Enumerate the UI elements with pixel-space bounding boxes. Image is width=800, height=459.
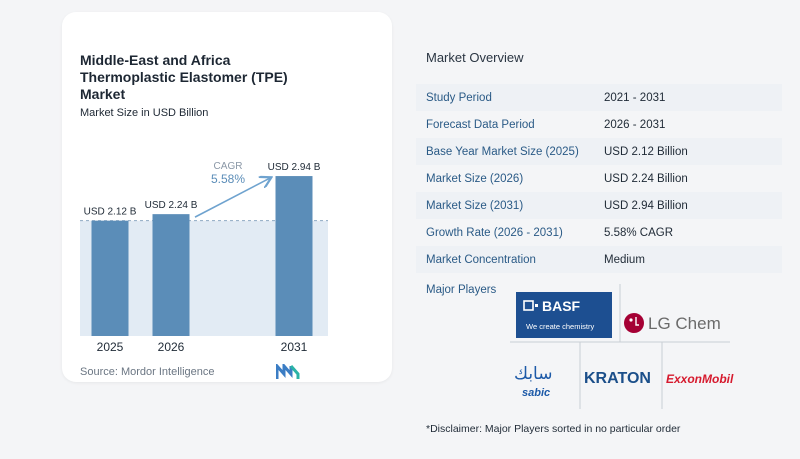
source-text: Source: Mordor Intelligence [80,366,215,378]
basf-tagline: We create chemistry [526,322,594,331]
lgchem-name: LG Chem [648,314,721,333]
chart-title: Middle-East and Africa Thermoplastic Ela… [80,52,288,102]
x-tick-2031: 2031 [281,340,308,354]
kraton-name: KRATON [584,370,651,387]
kraton-logo: KRATON [584,370,651,387]
row-value: 5.58% CAGR [604,226,674,239]
cagr-value: 5.58% [211,172,245,186]
overview-title: Market Overview [426,50,524,65]
row-value: 2021 - 2031 [604,91,666,104]
cagr-arrow [194,178,270,218]
table-row: Forecast Data Period 2026 - 2031 [416,111,782,138]
disclaimer-text: *Disclaimer: Major Players sorted in no … [426,423,681,435]
row-value: USD 2.24 Billion [604,172,688,185]
lgchem-logo: LG Chem [624,313,721,333]
data-label-2025: USD 2.12 B [84,207,137,218]
row-value: 2026 - 2031 [604,118,666,131]
table-row: Base Year Market Size (2025) USD 2.12 Bi… [416,138,782,165]
bar-2025 [91,220,129,336]
basf-name: BASF [542,298,581,314]
chart-subtitle: Market Size in USD Billion [80,107,209,119]
x-tick-2025: 2025 [97,340,124,354]
row-key: Market Size (2031) [426,199,524,212]
row-key: Base Year Market Size (2025) [426,145,579,158]
table-row: Market Size (2031) USD 2.94 Billion [416,192,782,219]
overview-table: Study Period 2021 - 2031 Forecast Data P… [416,84,782,273]
sabic-logo: سابك sabic [514,364,552,399]
exxonmobil-logo: ExxonMobil [666,372,734,386]
row-key: Study Period [426,91,492,104]
table-row: Market Concentration Medium [416,246,782,273]
cagr-label: CAGR [214,161,243,172]
row-value: USD 2.94 Billion [604,199,688,212]
row-key: Forecast Data Period [426,118,535,131]
table-row: Market Size (2026) USD 2.24 Billion [416,165,782,192]
mordor-logo-icon [276,364,300,379]
row-key: Market Concentration [426,253,536,266]
row-key: Growth Rate (2026 - 2031) [426,226,563,239]
bar-chart: USD 2.12 B 2025 USD 2.24 B 2026 USD 2.94 B 20… [80,161,328,354]
data-label-2026: USD 2.24 B [145,200,198,211]
bar-2026 [152,214,190,336]
table-row: Study Period 2021 - 2031 [416,84,782,111]
sabic-name: sabic [522,387,550,399]
major-players-label: Major Players [426,284,497,296]
row-key: Market Size (2026) [426,172,524,185]
row-value: USD 2.12 Billion [604,145,688,158]
sabic-arabic-name: سابك [514,364,552,384]
basf-logo: BASF We create chemistry [516,292,612,338]
major-players-logos: BASF We create chemistry LG Chem سابك sa… [510,284,734,409]
lgchem-emblem-icon [624,313,644,333]
x-tick-2026: 2026 [158,340,185,354]
table-row: Growth Rate (2026 - 2031) 5.58% CAGR [416,219,782,246]
bar-2031 [275,176,313,336]
row-value: Medium [604,253,645,266]
data-label-2031: USD 2.94 B [268,162,321,173]
exxonmobil-name: ExxonMobil [666,372,734,386]
